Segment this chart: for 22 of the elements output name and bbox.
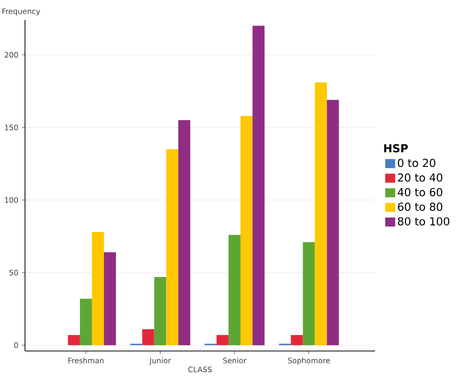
bar (290, 335, 303, 346)
bar (252, 26, 265, 346)
bar (314, 82, 327, 346)
bar (142, 329, 154, 346)
bar (302, 242, 315, 346)
bar (80, 298, 92, 346)
bar (166, 149, 178, 346)
legend-title: HSP (384, 144, 408, 152)
bar (154, 276, 166, 346)
bar (216, 335, 229, 346)
bar (178, 120, 190, 346)
legend-label: 0 to 20 (398, 158, 436, 168)
bar (92, 232, 104, 346)
legend-label: 80 to 100 (398, 217, 450, 226)
bar (228, 234, 241, 346)
bar (240, 116, 253, 346)
legend-label: 60 to 80 (398, 202, 442, 211)
legend-label: 40 to 60 (398, 188, 442, 196)
legend-label: 20 to 40 (398, 173, 442, 182)
bar (68, 335, 80, 346)
bar (326, 100, 339, 346)
bar (104, 252, 116, 346)
